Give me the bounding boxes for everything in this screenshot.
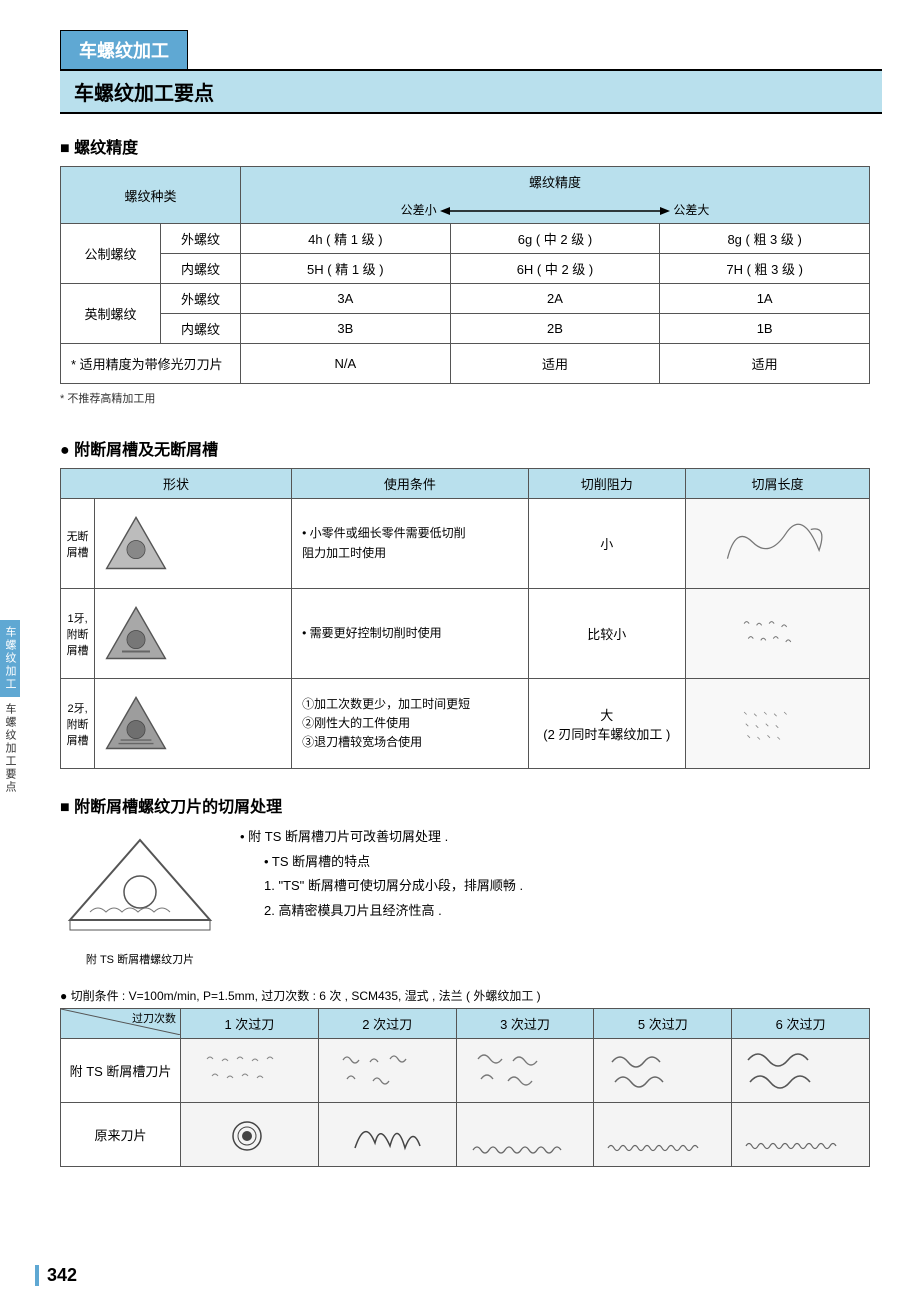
chip-cell xyxy=(456,1103,594,1167)
row-head: 附 TS 断屑槽刀片 xyxy=(61,1039,181,1103)
row-sub: 内螺纹 xyxy=(161,314,241,344)
header-tag: 车螺纹加工 xyxy=(60,30,188,69)
side-tab-blue: 车螺纹加工 xyxy=(0,620,20,697)
chip-cell xyxy=(456,1039,594,1103)
row-cat: 英制螺纹 xyxy=(61,284,161,344)
table-row: 1牙,附断屑槽 • 需要更好控制切削时使用 比较小 xyxy=(61,589,870,679)
chip-cell xyxy=(732,1103,870,1167)
table-row: 无断屑槽 • 小零件或细长零件需要低切削 阻力加工时使用 小 xyxy=(61,499,870,589)
row-sub: 内螺纹 xyxy=(161,254,241,284)
chip-cell xyxy=(732,1039,870,1103)
ts-insert-image xyxy=(60,825,220,945)
precision-table: 螺纹种类 螺纹精度 公差小 公差大 公制螺纹 外螺纹 4h ( 精 1 级 ) xyxy=(60,166,870,384)
bullet-line: • 附 TS 断屑槽刀片可改善切屑处理 . xyxy=(240,825,523,850)
table-row: 内螺纹 5H ( 精 1 级 ) 6H ( 中 2 级 ) 7H ( 粗 3 级… xyxy=(61,254,870,284)
col-precision: 螺纹精度 xyxy=(241,167,870,197)
cond-text: • 小零件或细长零件需要低切削 阻力加工时使用 xyxy=(292,499,528,589)
table-row: 公制螺纹 外螺纹 4h ( 精 1 级 ) 6g ( 中 2 级 ) 8g ( … xyxy=(61,224,870,254)
section-title-precision: 螺纹精度 xyxy=(60,134,870,158)
col-force: 切削阻力 xyxy=(528,469,686,499)
pass-col: 6 次过刀 xyxy=(732,1009,870,1039)
cutting-conditions: ● 切削条件 : V=100m/min, P=1.5mm, 过刀次数 : 6 次… xyxy=(60,987,870,1004)
triangle-insert-icon xyxy=(101,689,171,759)
table-row-wiper: * 适用精度为带修光刃刀片 N/A 适用 适用 xyxy=(61,344,870,384)
side-tab: 车螺纹加工 车螺纹加工要点 xyxy=(0,620,20,800)
triangle-insert-icon xyxy=(101,599,171,669)
table-row: 附 TS 断屑槽刀片 xyxy=(61,1039,870,1103)
bullet-list: • 附 TS 断屑槽刀片可改善切屑处理 . • TS 断屑槽的特点 1. "TS… xyxy=(240,825,523,924)
row-label: 1牙,附断屑槽 xyxy=(61,589,95,679)
row-head: 原来刀片 xyxy=(61,1103,181,1167)
triangle-insert-icon xyxy=(101,509,171,579)
bullet-line: • TS 断屑槽的特点 xyxy=(264,850,523,875)
table-row: 原来刀片 xyxy=(61,1103,870,1167)
wiper-label: * 适用精度为带修光刃刀片 xyxy=(61,344,241,384)
chip-image xyxy=(686,589,870,679)
pass-col: 2 次过刀 xyxy=(318,1009,456,1039)
col-shape: 形状 xyxy=(61,469,292,499)
chip-cell xyxy=(318,1103,456,1167)
footnote: * 不推荐高精加工用 xyxy=(60,390,870,406)
row-sub: 外螺纹 xyxy=(161,284,241,314)
cond-text: • 需要更好控制切削时使用 xyxy=(292,589,528,679)
tolerance-arrow-row: 公差小 公差大 xyxy=(241,196,870,224)
diag-label: 过刀次数 xyxy=(132,1010,176,1026)
chip-cell xyxy=(594,1039,732,1103)
row-sub: 外螺纹 xyxy=(161,224,241,254)
chip-cell xyxy=(318,1039,456,1103)
chip-cell xyxy=(594,1103,732,1167)
table-row: 2牙,附断屑槽 ①加工次数更少，加工时间更短 ②刚性大的工件使用 ③退刀槽较宽场… xyxy=(61,679,870,769)
cond-text: ①加工次数更少，加工时间更短 ②刚性大的工件使用 ③退刀槽较宽场合使用 xyxy=(292,679,528,769)
col-chiplen: 切屑长度 xyxy=(686,469,870,499)
force-text: 比较小 xyxy=(528,589,686,679)
page-number: 342 xyxy=(35,1265,77,1286)
pass-table: 过刀次数 1 次过刀 2 次过刀 3 次过刀 5 次过刀 6 次过刀 附 TS … xyxy=(60,1008,870,1167)
page-title: 车螺纹加工要点 xyxy=(74,77,856,106)
force-text: 小 xyxy=(528,499,686,589)
pass-col: 5 次过刀 xyxy=(594,1009,732,1039)
chip-image xyxy=(686,499,870,589)
insert-shape xyxy=(95,499,292,589)
section-title-chipbreaker: 附断屑槽及无断屑槽 xyxy=(60,436,870,460)
chip-cell xyxy=(181,1103,319,1167)
col-cond: 使用条件 xyxy=(292,469,528,499)
row-cat: 公制螺纹 xyxy=(61,224,161,284)
side-tab-text: 车螺纹加工要点 xyxy=(0,697,20,800)
insert-shape xyxy=(95,679,292,769)
row-label: 无断屑槽 xyxy=(61,499,95,589)
bullet-line: 2. 高精密模具刀片且经济性高 . xyxy=(264,899,523,924)
tol-small-label: 公差小 xyxy=(401,203,437,217)
pass-col: 3 次过刀 xyxy=(456,1009,594,1039)
insert-caption: 附 TS 断屑槽螺纹刀片 xyxy=(60,951,220,967)
chip-cell xyxy=(181,1039,319,1103)
force-text: 大 (2 刃同时车螺纹加工 ) xyxy=(528,679,686,769)
header-bar: 车螺纹加工要点 xyxy=(60,69,870,114)
section-title-chipcontrol: 附断屑槽螺纹刀片的切屑处理 xyxy=(60,793,870,817)
table-row: 内螺纹 3B 2B 1B xyxy=(61,314,870,344)
row-label: 2牙,附断屑槽 xyxy=(61,679,95,769)
chip-image xyxy=(686,679,870,769)
diag-header: 过刀次数 xyxy=(61,1009,181,1039)
bullet-line: 1. "TS" 断屑槽可使切屑分成小段，排屑顺畅 . xyxy=(264,874,523,899)
tol-large-label: 公差大 xyxy=(673,203,709,217)
pass-col: 1 次过刀 xyxy=(181,1009,319,1039)
col-type: 螺纹种类 xyxy=(61,167,241,224)
table-row: 英制螺纹 外螺纹 3A 2A 1A xyxy=(61,284,870,314)
double-arrow-icon xyxy=(440,205,670,217)
insert-shape xyxy=(95,589,292,679)
chipbreaker-table: 形状 使用条件 切削阻力 切屑长度 无断屑槽 • 小零件或细长零件需要低切削 阻… xyxy=(60,468,870,769)
